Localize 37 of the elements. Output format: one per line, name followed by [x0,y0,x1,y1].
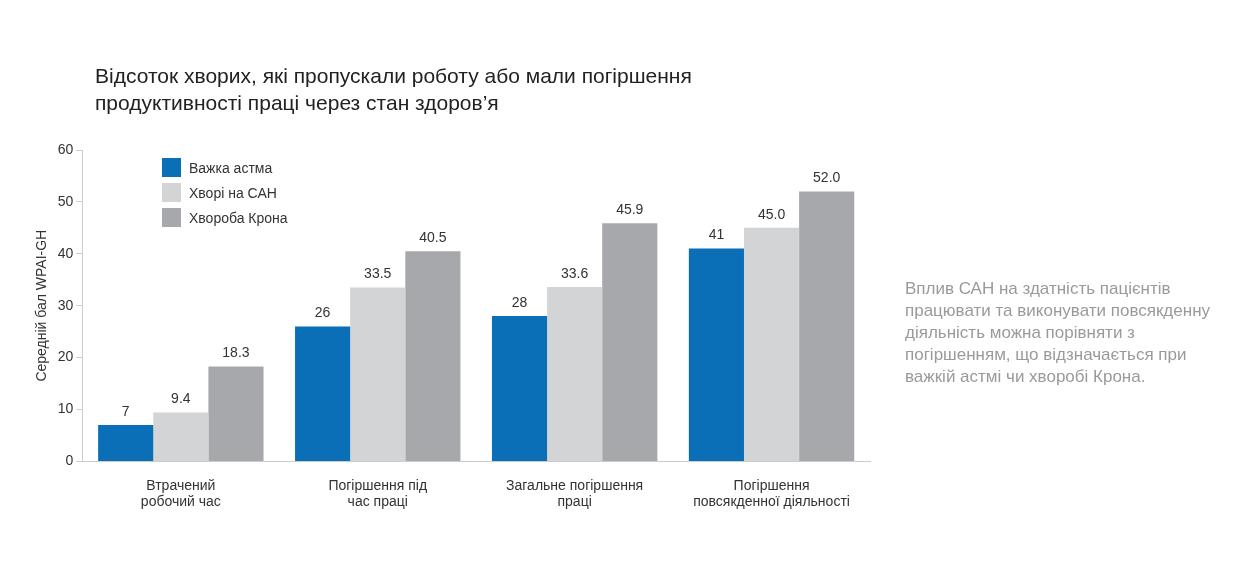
data-label: 18.3 [222,344,250,361]
data-label: 9.4 [171,390,191,407]
data-label: 45.9 [616,201,644,218]
x-tick-label: Загальне погіршення праці [506,476,644,510]
text: Вплив САН на здатність пацієнтів працювати та виконувати повсякденну діяльність можна порівняти з погіршенням, що відзначається при важкій астмі чи хворобі Крона. [905,278,1212,388]
y-tick-label: 30 [57,296,74,313]
y-tick-label: 20 [57,348,74,365]
data-label: 28 [511,293,528,310]
bar [208,366,264,461]
bar [98,425,154,461]
data-label: 7 [121,402,130,419]
bar [405,251,461,461]
data-label: 33.6 [561,264,589,281]
chart-title: Відсоток хворих, які пропускали роботу або мали погіршення продуктивності праці через стан здоров’я [95,63,693,116]
x-tick-label: Погіршення під час праці [328,476,428,510]
data-label: 33.5 [364,265,392,282]
x-tick-label: Втрачений робочий час [140,476,221,510]
bar [295,326,351,461]
y-tick-label: 50 [57,192,74,209]
y-tick-label: 60 [57,140,74,157]
bar [491,316,548,461]
data-label: 41 [708,226,725,243]
bar [688,248,744,461]
y-tick-label: 0 [65,452,74,469]
y-tick-label: 40 [57,244,74,261]
data-label: 52.0 [813,169,841,186]
legend-label: Хвороба Крона [189,209,288,226]
legend-label: Важка астма [189,159,273,176]
data-label: 45.0 [757,205,786,222]
bar [799,191,855,461]
bar [602,223,658,461]
legend-label: Хворі на САН [189,184,277,201]
data-label: 26 [314,304,331,321]
y-axis-title: Середній бал WPAI-GH [33,229,50,382]
y-tick-label: 10 [57,400,74,417]
data-label: 40.5 [419,229,447,246]
x-tick-label: Погіршення повсякденної діяльності [693,476,850,510]
